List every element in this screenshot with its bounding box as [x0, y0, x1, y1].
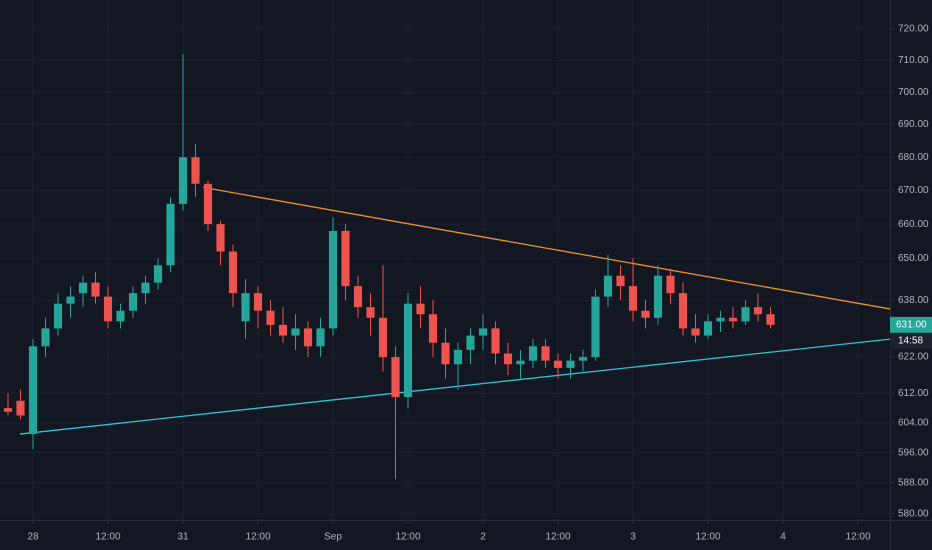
candle-body [491, 328, 500, 354]
y-tick-label: 720.00 [898, 24, 929, 35]
candle-body [378, 317, 388, 358]
y-tick-label: 700.00 [898, 87, 929, 98]
candle-body [341, 230, 350, 287]
y-tick-label: 604.00 [898, 418, 929, 429]
x-tick-label: Sep [324, 532, 342, 543]
candle-body [541, 346, 550, 361]
y-tick-label: 612.00 [898, 388, 929, 399]
y-tick-label: 638.00 [898, 295, 929, 306]
candle-body [466, 335, 475, 350]
x-tick-label: 4 [780, 532, 786, 543]
x-tick-label: 12:00 [395, 532, 420, 543]
y-tick-label: 596.00 [898, 447, 929, 458]
candle-body [578, 357, 588, 361]
candle-body [453, 349, 463, 365]
candle-body [303, 328, 313, 347]
candle-body [278, 324, 288, 336]
candle-body [91, 282, 100, 297]
candle-body [216, 224, 225, 252]
x-tick-label: 3 [630, 532, 636, 543]
candle-body [691, 328, 700, 336]
candle-body [666, 275, 675, 294]
x-tick-label: 12:00 [545, 532, 570, 543]
candle-body [766, 314, 775, 325]
candle-body [678, 293, 688, 329]
x-tick-label: 2 [480, 532, 486, 543]
candle-body [416, 303, 425, 315]
x-tick-label: 12:00 [695, 532, 720, 543]
candle-body [753, 307, 763, 315]
x-tick-label: 12:00 [245, 532, 270, 543]
candle-body [516, 360, 525, 365]
candle-body [353, 286, 363, 308]
candle-body [591, 296, 600, 358]
candle-body [53, 303, 63, 329]
candle-body [503, 353, 513, 365]
current-price-box [890, 316, 932, 333]
y-tick-label: 670.00 [898, 185, 929, 196]
candle-body [128, 293, 138, 311]
candle-body [428, 314, 438, 343]
candle-body [191, 157, 200, 184]
y-tick-label: 622.00 [898, 352, 929, 363]
candle-body [703, 321, 713, 336]
candle-body [441, 342, 450, 365]
x-tick-label: 28 [27, 532, 39, 543]
candle-body [153, 265, 163, 283]
candle-body [241, 293, 250, 322]
candle-body [253, 293, 263, 311]
candle-body [728, 317, 738, 322]
candle-body [616, 275, 625, 287]
candle-body [141, 282, 150, 294]
candle-body [328, 230, 338, 329]
y-tick-label: 690.00 [898, 119, 929, 130]
countdown-box [890, 332, 932, 349]
candle-body [316, 328, 325, 347]
candle-body [403, 303, 413, 398]
candle-body [291, 328, 300, 336]
candle-body [78, 282, 88, 294]
trendline [19, 338, 891, 435]
y-tick-label: 580.00 [898, 508, 929, 519]
candle-body [228, 251, 238, 294]
y-tick-label: 680.00 [898, 152, 929, 163]
y-tick-label: 710.00 [898, 55, 929, 66]
candle-body [716, 317, 725, 322]
candle-body [103, 296, 113, 322]
countdown-label: 14:58 [898, 336, 923, 347]
trendline [202, 186, 891, 310]
x-tick-label: 31 [177, 532, 189, 543]
candle-body [741, 307, 750, 322]
candle-body [203, 183, 213, 225]
x-tick-label: 12:00 [95, 532, 120, 543]
candle-body [166, 203, 175, 266]
candle-body [653, 275, 663, 318]
candle-body [603, 275, 613, 297]
candle-body [41, 328, 50, 347]
y-tick-label: 588.00 [898, 478, 929, 489]
y-tick-label: 660.00 [898, 219, 929, 230]
candle-body [553, 360, 563, 368]
candle-body [3, 408, 13, 412]
candle-body [266, 310, 275, 325]
candle-body [641, 310, 650, 318]
candle-body [566, 360, 575, 368]
candle-body [28, 346, 38, 435]
y-tick-label: 650.00 [898, 253, 929, 264]
current-price-label: 631.00 [896, 320, 927, 331]
candle-body [178, 157, 188, 204]
candle-body [116, 310, 125, 322]
candle-body [391, 357, 400, 398]
candle-body [478, 328, 488, 336]
candle-body [16, 400, 25, 416]
x-tick-label: 12:00 [845, 532, 870, 543]
candle-body [628, 286, 638, 311]
candle-body [366, 307, 375, 318]
candle-body [528, 346, 538, 361]
candle-body [66, 296, 75, 304]
